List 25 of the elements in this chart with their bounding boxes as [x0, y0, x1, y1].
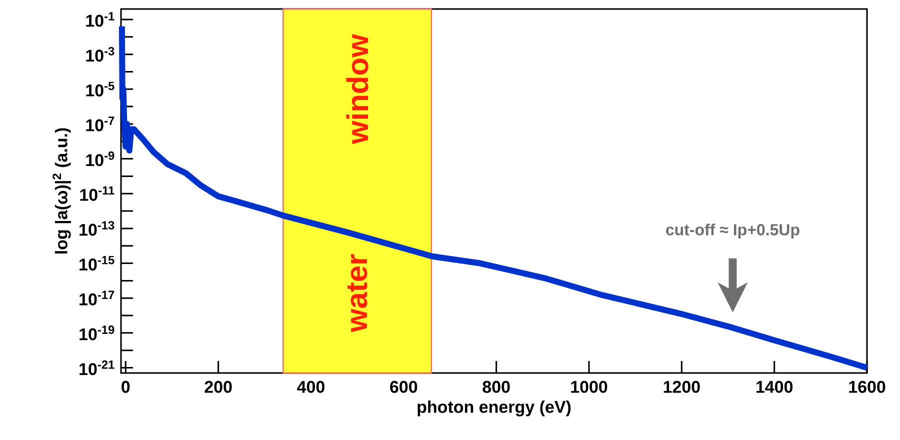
x-tick-label: 1400: [756, 380, 793, 393]
y-tick-label: 10$^{-5}$: [86, 82, 114, 96]
y-tick-label: 10$^{-3}$: [86, 46, 114, 62]
annotation: cut-off ≈ Ip+0.5Up: [666, 224, 800, 239]
y-tick-label: 10$^{-1}$: [86, 12, 114, 27]
x-tick-label: 800: [482, 380, 510, 393]
y-tick-label: 10$^{-21}$: [80, 360, 114, 376]
x-tick-label: 0: [122, 380, 130, 393]
x-tick-label: 200: [204, 380, 232, 393]
annotation: water: [347, 254, 368, 332]
x-tick-label: 1000: [571, 380, 608, 393]
y-axis-title: log |a(ω)|$^{2}$ (a.u.): [52, 128, 71, 254]
x-tick-label: 400: [297, 380, 324, 393]
x-axis-title: photon energy (eV): [418, 400, 571, 416]
y-tick-label: 10$^{-13}$: [80, 221, 114, 236]
y-tick-label: 10$^{-15}$: [80, 256, 114, 271]
x-tick-label: 1600: [849, 380, 886, 393]
x-tick-label: 1200: [664, 380, 700, 393]
annotation: window: [346, 34, 368, 144]
x-tick-label: 600: [390, 380, 418, 393]
y-tick-label: 10$^{-19}$: [80, 326, 114, 340]
y-tick-label: 10$^{-11}$: [80, 186, 114, 201]
y-tick-label: 10$^{-17}$: [80, 290, 114, 306]
y-tick-label: 10$^{-7}$: [86, 116, 114, 132]
y-tick-label: 10$^{-9}$: [86, 151, 114, 166]
